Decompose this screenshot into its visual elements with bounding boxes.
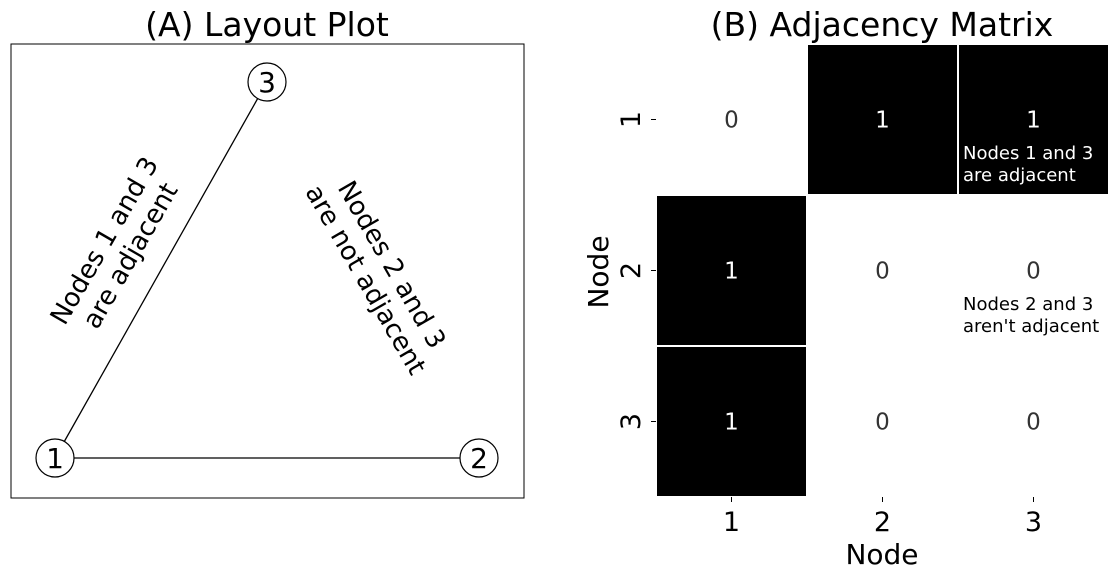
matrix-cell-value: 0 (724, 108, 739, 134)
matrix-cell (957, 194, 1110, 347)
matrix-note-adjacent-line2: are adjacent (963, 165, 1076, 186)
node-circle (35, 438, 75, 478)
graph-node-1: 1 (35, 438, 75, 478)
matrix-cell (806, 43, 959, 196)
matrix-cell (806, 345, 959, 498)
annotation-adjacent: Nodes 1 and 3 are adjacent (45, 152, 185, 334)
matrix-cell (655, 345, 808, 498)
matrix-cell-value: 0 (875, 259, 890, 285)
edge-1-3 (54, 81, 268, 459)
x-tick-label: 3 (1025, 507, 1042, 538)
node-circle (459, 438, 499, 478)
annotation-not-adjacent: Nodes 2 and 3 are not adjacent (299, 176, 451, 380)
matrix-y-axis-label: Node (582, 235, 615, 308)
matrix-cell (957, 43, 1110, 196)
adjacency-matrix: 0 1 1 1 0 0 1 0 0 1 2 3 1 2 3 (616, 43, 1110, 538)
matrix-note-adjacent-line1: Nodes 1 and 3 (963, 143, 1093, 164)
matrix-cell-value: 1 (724, 259, 739, 285)
layout-plot-title: (A) Layout Plot (145, 5, 389, 44)
y-tick-label: 1 (616, 111, 647, 128)
adjacency-matrix-title: (B) Adjacency Matrix (711, 5, 1054, 44)
matrix-cell (957, 345, 1110, 498)
matrix-cell-value: 0 (875, 410, 890, 436)
matrix-note-not-adjacent-line1: Nodes 2 and 3 (963, 294, 1093, 315)
graph-edges (54, 81, 479, 459)
graph-node-3: 3 (247, 62, 287, 102)
matrix-cell-value: 1 (724, 410, 739, 436)
matrix-cell-value: 1 (1026, 108, 1041, 134)
graph-node-2: 2 (459, 438, 499, 478)
matrix-cell-value: 0 (1026, 259, 1041, 285)
x-tick-label: 1 (723, 507, 740, 538)
layout-plot-frame (10, 43, 525, 499)
matrix-x-axis-label: Node (845, 538, 918, 571)
node-label: 3 (258, 66, 276, 99)
node-label: 1 (46, 442, 64, 475)
matrix-note-not-adjacent-line2: aren't adjacent (963, 316, 1099, 337)
y-tick-label: 2 (616, 262, 647, 279)
matrix-cell-value: 1 (875, 108, 890, 134)
node-label: 2 (470, 442, 488, 475)
matrix-cell-value: 0 (1026, 410, 1041, 436)
matrix-cell (655, 43, 808, 196)
x-tick-label: 2 (874, 507, 891, 538)
node-circle (247, 62, 287, 102)
y-tick-label: 3 (616, 413, 647, 430)
